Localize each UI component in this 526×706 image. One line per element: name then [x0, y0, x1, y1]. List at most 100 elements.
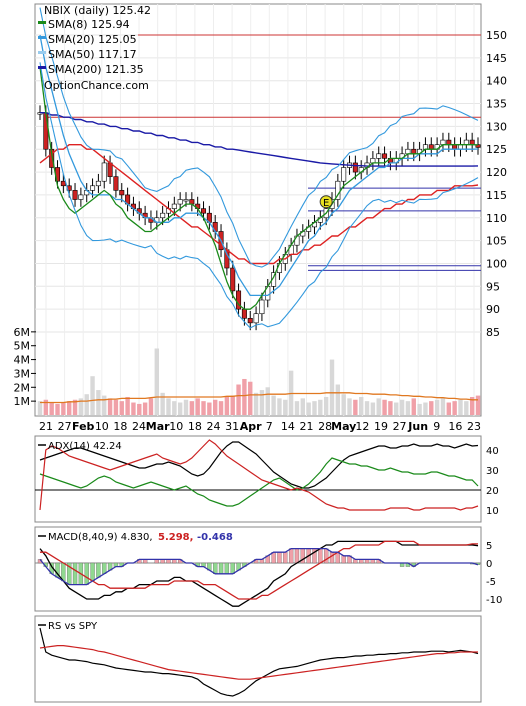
macd-title: MACD(8,40,9) 4.830, [48, 532, 153, 543]
x-tick-label: Jun [407, 420, 428, 433]
price-tick-label: 130 [486, 120, 507, 133]
volume-bar [96, 390, 101, 415]
volume-bar [137, 403, 142, 415]
candle-body [60, 180, 66, 187]
candle-body [382, 153, 388, 159]
volume-bar [224, 396, 230, 415]
candle-body [422, 144, 428, 150]
volume-bar [347, 398, 352, 415]
rs-panel-frame [34, 615, 482, 703]
volume-bar [236, 384, 241, 415]
candle-body [446, 139, 452, 145]
price-tick-label: 90 [486, 303, 500, 316]
volume-bar [242, 378, 247, 415]
price-tick-label: 120 [486, 166, 507, 179]
x-tick-label: Feb [72, 420, 95, 433]
volume-bar [288, 370, 294, 415]
x-tick-label: 23 [467, 420, 481, 433]
x-tick-label: May [331, 420, 356, 433]
volume-bar [49, 402, 54, 415]
candle-body [78, 194, 84, 200]
x-tick-label: 18 [113, 420, 127, 433]
candle-body [183, 199, 189, 202]
volume-bar [405, 401, 411, 415]
chart-title: NBIX (daily) 125.42 [44, 4, 151, 17]
volume-bar [90, 376, 95, 415]
macd-series-1 [40, 540, 478, 600]
legend-sma20: SMA(20) 125.05 [48, 33, 137, 46]
macd-hist-bar [96, 562, 101, 578]
macd-series-2 [39, 547, 479, 586]
volume-bar [376, 398, 381, 415]
candle-body [171, 203, 177, 209]
price-tick-label: 110 [486, 212, 507, 225]
macd-hist-bar [341, 555, 346, 564]
price-tick-label: 125 [486, 143, 507, 156]
volume-bar [318, 399, 323, 415]
x-tick-label: 21 [39, 420, 53, 433]
candle-body [253, 313, 259, 324]
volume-bar [335, 384, 341, 415]
macd-signal-value: 5.298, [158, 532, 193, 543]
candle-body [259, 299, 265, 315]
volume-bar [253, 392, 259, 415]
price-tick-label: 135 [486, 98, 507, 111]
x-tick-label: 9 [433, 420, 440, 433]
sma50-line [39, 143, 479, 265]
macd-hist-bar [329, 552, 335, 564]
x-tick-label: 7 [266, 420, 273, 433]
volume-tick-label: 5M [14, 340, 31, 353]
price-tick-label: 115 [486, 189, 507, 202]
rs-series-0 [39, 627, 479, 697]
candle-body [224, 249, 230, 269]
axis-layer: 8590951001051101151201251301351401451502… [14, 29, 508, 606]
volume-bar [312, 401, 317, 415]
volume-tick-label: 1M [14, 395, 31, 408]
macd-hist-bar [84, 562, 89, 585]
volume-tick-label: 3M [14, 367, 31, 380]
x-tick-label: 27 [393, 420, 407, 433]
volume-bar [125, 396, 130, 415]
volume-bar [230, 395, 235, 415]
candle-body [119, 190, 125, 196]
volume-bar [423, 402, 428, 415]
lower-band-line [39, 62, 479, 329]
volume-bar [475, 395, 481, 415]
price-tick-label: 150 [486, 29, 507, 42]
legend-sma8: SMA(8) 125.94 [48, 18, 130, 31]
volume-bar [359, 396, 364, 415]
volume-bar [399, 399, 405, 415]
volume-bar [177, 402, 183, 415]
x-tick-label: 10 [169, 420, 183, 433]
legend-sma200: SMA(200) 121.35 [48, 63, 144, 76]
candle-body [376, 153, 382, 159]
macd-hist-bar [72, 562, 78, 585]
volume-bar [464, 401, 469, 415]
x-tick-label: 28 [318, 420, 332, 433]
volume-bar [131, 402, 136, 415]
volume-bar [189, 401, 195, 415]
sma8-line [39, 66, 479, 310]
price-tick-label: 105 [486, 235, 507, 248]
candle-body [428, 144, 434, 150]
volume-bar [294, 401, 300, 415]
volume-bar [306, 402, 311, 415]
x-tick-label: 10 [95, 420, 109, 433]
candle-body [113, 176, 119, 191]
rs-series-1 [39, 644, 478, 680]
macd-hist-bar [318, 548, 323, 564]
volume-tick-label: 6M [14, 326, 31, 339]
upper-band-line [39, 7, 479, 268]
legend-sma50: SMA(50) 117.17 [48, 48, 137, 61]
volume-bar [265, 387, 270, 415]
earnings-marker [319, 195, 333, 209]
volume-bar [248, 381, 253, 415]
volume-bar [300, 398, 305, 415]
volume-bar [201, 401, 206, 415]
legend-swatch-sma50 [38, 51, 46, 54]
volume-bar [72, 399, 78, 415]
macd-series-0 [39, 540, 479, 607]
macd-hist-bar [288, 548, 294, 564]
macd-hist-value: -0.468 [197, 532, 233, 543]
